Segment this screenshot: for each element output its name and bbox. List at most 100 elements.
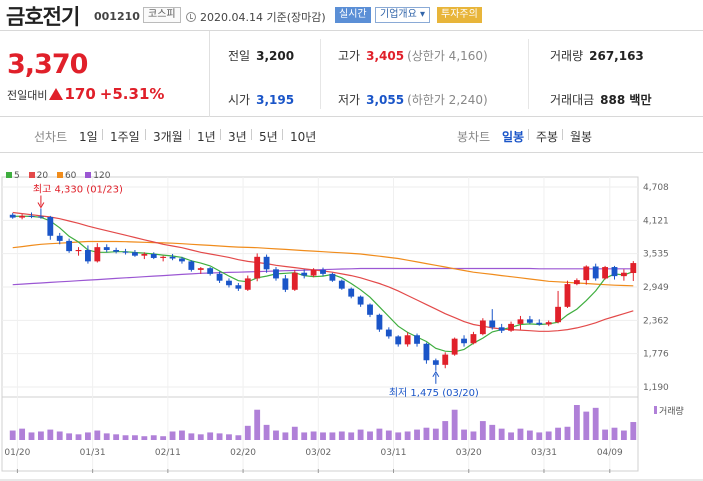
candle-body — [310, 269, 317, 276]
legend-swatch — [28, 172, 35, 178]
volume-bar — [329, 432, 336, 440]
x-tick-label: 01/31 — [80, 448, 106, 458]
candle-body — [620, 272, 627, 277]
chart-toolbar: 선차트 1일 1주일 3개월 1년 3년 5년 10년 봉차트 일봉 주봉 월봉 — [0, 117, 703, 153]
volume-bar — [395, 432, 402, 440]
candle-body — [122, 251, 129, 253]
volume-bar — [592, 407, 599, 440]
high-label: 고가 — [338, 49, 361, 63]
candle-body — [545, 322, 552, 325]
candle-body — [291, 272, 298, 290]
range-1y[interactable]: 1년 — [197, 130, 216, 144]
volume-bar — [526, 430, 533, 440]
divider — [220, 129, 221, 140]
x-tick-label: 02/20 — [230, 448, 256, 458]
candle-body — [37, 216, 44, 218]
ma60-line — [12, 240, 634, 287]
stock-header: 금호전기 001210 코스피 2020.04.14 기준(장마감) 실시간 기… — [0, 0, 703, 31]
range-3y[interactable]: 3년 — [228, 130, 247, 144]
candle-body — [564, 284, 571, 307]
divider — [282, 129, 283, 140]
period-monthly[interactable]: 월봉 — [570, 130, 593, 144]
divider — [145, 129, 146, 140]
divider — [189, 129, 190, 140]
candle-body — [395, 336, 402, 345]
divider — [251, 129, 252, 140]
legend-ma5: 5 — [6, 171, 20, 181]
chart-legend: 5 20 60 120 — [6, 171, 116, 181]
y-tick-label: 2,362 — [643, 316, 669, 326]
line-chart-label[interactable]: 선차트 — [34, 130, 68, 144]
corp-info-label: 기업개요 — [380, 9, 417, 20]
candle-body — [432, 360, 439, 365]
candle-body — [66, 240, 73, 252]
legend-swatch — [6, 172, 12, 178]
candle-body — [320, 269, 326, 274]
up-arrow-icon — [49, 88, 64, 100]
candle-body — [197, 268, 204, 270]
volume-bar — [602, 429, 609, 440]
range-3m[interactable]: 3개월 — [153, 130, 183, 144]
amount-label: 거래대금 — [550, 93, 595, 107]
candle-chart-label[interactable]: 봉차트 — [457, 130, 491, 144]
volume-bar — [122, 435, 129, 440]
candle-body — [263, 256, 270, 270]
candle-body — [301, 272, 308, 276]
legend-ma120: 120 — [85, 171, 110, 181]
open-value: 3,195 — [256, 93, 295, 107]
volume-bar — [320, 432, 326, 440]
candle-body — [28, 215, 35, 217]
range-10y[interactable]: 10년 — [290, 130, 317, 144]
candle-body — [385, 329, 392, 337]
volume-bar — [310, 431, 317, 440]
volume-bar — [28, 432, 35, 440]
realtime-button[interactable]: 실시간 — [335, 7, 371, 23]
range-1d[interactable]: 1일 — [79, 130, 98, 144]
volume-bar — [545, 431, 552, 440]
divider — [320, 39, 321, 109]
candle-body — [376, 314, 383, 330]
candle-body — [526, 319, 533, 323]
volume-bar — [207, 432, 214, 440]
candle-body — [367, 304, 373, 315]
period-weekly[interactable]: 주봉 — [536, 130, 559, 144]
candle-body — [244, 278, 251, 290]
volume-bar — [498, 428, 505, 440]
candle-body — [536, 322, 543, 325]
volume-bar — [56, 431, 63, 440]
volume-bar — [216, 433, 223, 440]
volume-bar — [489, 424, 496, 440]
legend-ma20: 20 — [28, 171, 48, 181]
range-5y[interactable]: 5년 — [259, 130, 278, 144]
price-summary: 3,370 전일대비 170 +5.31% 전일 3,200 시가 3,195 고가 3,… — [0, 31, 703, 117]
volume-bar — [555, 427, 561, 440]
volume-bar — [113, 434, 120, 440]
volume-bar — [254, 409, 261, 440]
low-label: 저가 — [338, 93, 361, 107]
corp-info-dropdown[interactable]: 기업개요 ▾ — [375, 7, 431, 23]
volume-bar — [442, 421, 449, 440]
volume-bar — [479, 421, 486, 440]
period-daily[interactable]: 일봉 — [502, 130, 525, 144]
volume-bar — [573, 405, 580, 440]
candle-body — [498, 327, 505, 331]
y-tick-label: 3,535 — [643, 250, 669, 260]
candle-body — [423, 343, 430, 361]
low-stat: 저가 3,055 (하한가 2,240) — [338, 91, 488, 108]
x-tick-label: 04/09 — [597, 448, 623, 458]
open-stat: 시가 3,195 — [228, 91, 294, 108]
volume-legend-swatch — [654, 406, 657, 414]
low-annotation: 최저 1,475 (03/20) — [389, 387, 479, 399]
plot-frame — [1, 176, 639, 472]
volume-bar — [263, 424, 270, 440]
candle-body — [235, 285, 242, 289]
candle-body — [75, 249, 82, 252]
range-1w[interactable]: 1주일 — [110, 130, 140, 144]
candle-body — [404, 335, 411, 345]
divider — [528, 129, 529, 140]
amount-stat: 거래대금 888 백만 — [550, 91, 651, 108]
volume-bar — [630, 422, 637, 440]
candle-body — [451, 338, 458, 355]
candle-body — [461, 338, 467, 344]
volume-bar — [517, 428, 524, 440]
